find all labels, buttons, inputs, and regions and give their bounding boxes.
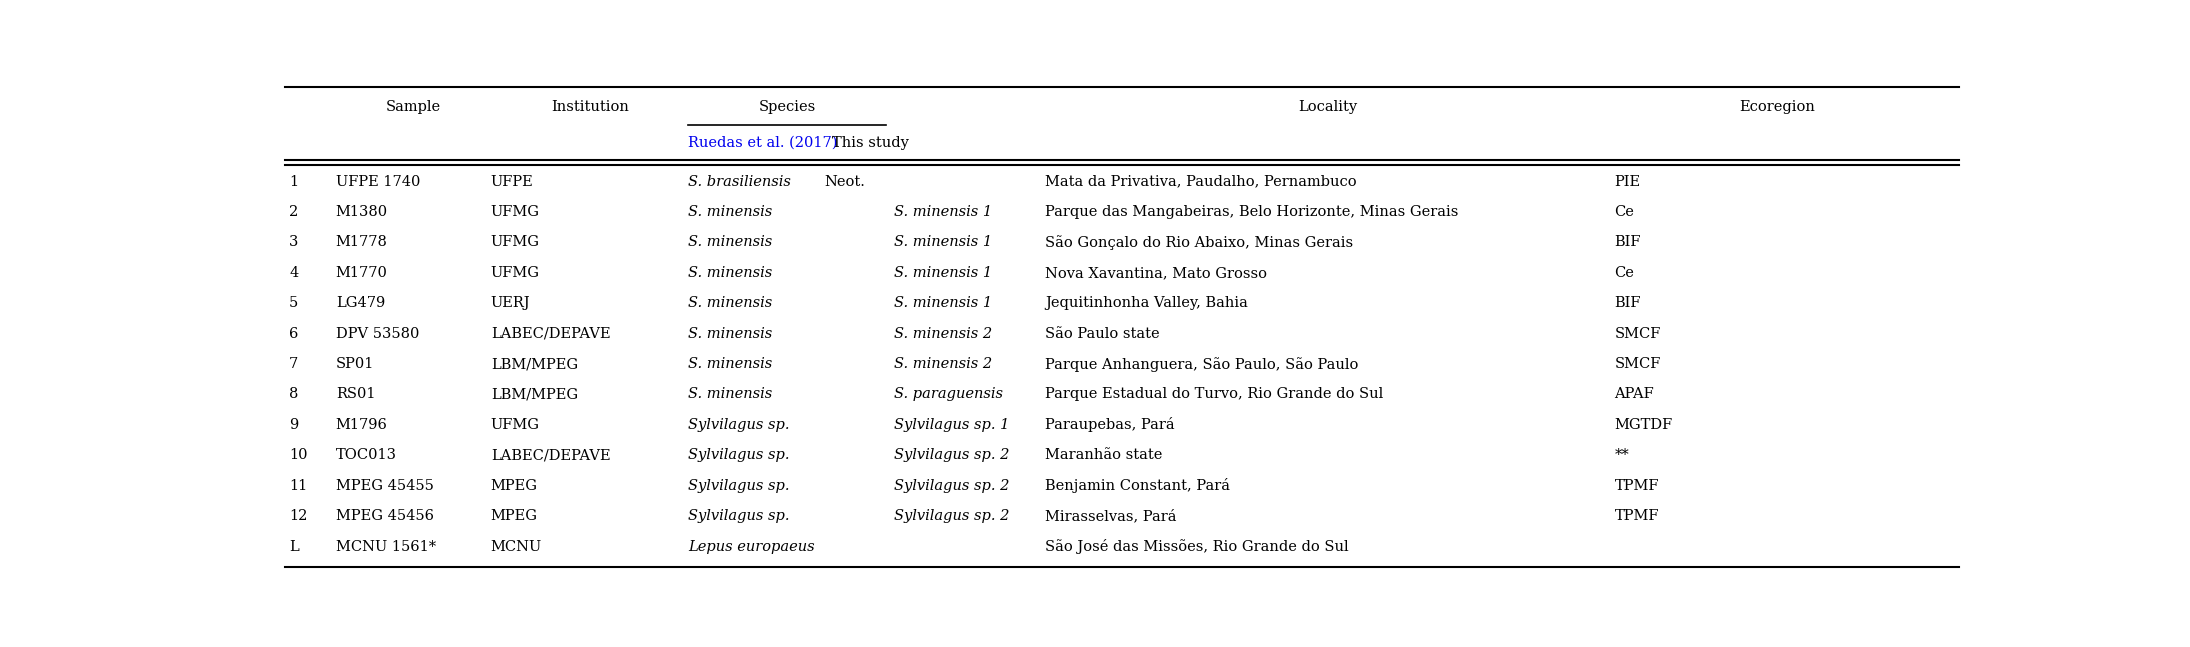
Text: 2: 2 <box>289 205 298 219</box>
Text: 6: 6 <box>289 327 298 341</box>
Text: Parque das Mangabeiras, Belo Horizonte, Minas Gerais: Parque das Mangabeiras, Belo Horizonte, … <box>1045 205 1459 219</box>
Text: DPV 53580: DPV 53580 <box>335 327 418 341</box>
Text: Mirasselvas, Pará: Mirasselvas, Pará <box>1045 509 1176 523</box>
Text: Parque Estadual do Turvo, Rio Grande do Sul: Parque Estadual do Turvo, Rio Grande do … <box>1045 388 1384 402</box>
Text: S. minensis 1: S. minensis 1 <box>894 296 992 311</box>
Text: S. minensis: S. minensis <box>688 205 773 219</box>
Text: São Gonçalo do Rio Abaixo, Minas Gerais: São Gonçalo do Rio Abaixo, Minas Gerais <box>1045 235 1353 250</box>
Text: S. minensis: S. minensis <box>688 266 773 280</box>
Text: LBM/MPEG: LBM/MPEG <box>491 388 578 402</box>
Text: Ruedas et al. (2017): Ruedas et al. (2017) <box>688 136 839 150</box>
Text: S. minensis: S. minensis <box>688 357 773 371</box>
Text: SMCF: SMCF <box>1614 327 1660 341</box>
Text: MGTDF: MGTDF <box>1614 418 1673 432</box>
Text: Sylvilagus sp. 2: Sylvilagus sp. 2 <box>894 509 1010 523</box>
Text: M1770: M1770 <box>335 266 388 280</box>
Text: 1: 1 <box>289 175 298 188</box>
Text: TPMF: TPMF <box>1614 479 1660 493</box>
Text: Ecoregion: Ecoregion <box>1739 100 1816 114</box>
Text: RS01: RS01 <box>335 388 374 402</box>
Text: Ce: Ce <box>1614 266 1634 280</box>
Text: Paraupebas, Pará: Paraupebas, Pará <box>1045 417 1174 432</box>
Text: S. minensis 2: S. minensis 2 <box>894 357 992 371</box>
Text: S. minensis 2: S. minensis 2 <box>894 327 992 341</box>
Text: APAF: APAF <box>1614 388 1653 402</box>
Text: Sylvilagus sp.: Sylvilagus sp. <box>688 448 791 463</box>
Text: SMCF: SMCF <box>1614 357 1660 371</box>
Text: LABEC/DEPAVE: LABEC/DEPAVE <box>491 448 611 463</box>
Text: S. minensis 1: S. minensis 1 <box>894 266 992 280</box>
Text: Neot.: Neot. <box>823 175 865 188</box>
Text: PIE: PIE <box>1614 175 1640 188</box>
Text: Institution: Institution <box>552 100 629 114</box>
Text: São José das Missões, Rio Grande do Sul: São José das Missões, Rio Grande do Sul <box>1045 539 1349 554</box>
Text: Mata da Privativa, Paudalho, Pernambuco: Mata da Privativa, Paudalho, Pernambuco <box>1045 175 1356 188</box>
Text: Sample: Sample <box>385 100 440 114</box>
Text: S. brasiliensis: S. brasiliensis <box>688 175 791 188</box>
Text: 11: 11 <box>289 479 307 493</box>
Text: UFMG: UFMG <box>491 266 539 280</box>
Text: S. minensis: S. minensis <box>688 236 773 250</box>
Text: Jequitinhonha Valley, Bahia: Jequitinhonha Valley, Bahia <box>1045 296 1248 311</box>
Text: LBM/MPEG: LBM/MPEG <box>491 357 578 371</box>
Text: This study: This study <box>832 136 909 150</box>
Text: MPEG: MPEG <box>491 479 539 493</box>
Text: 9: 9 <box>289 418 298 432</box>
Text: 7: 7 <box>289 357 298 371</box>
Text: S. minensis: S. minensis <box>688 388 773 402</box>
Text: MPEG: MPEG <box>491 509 539 523</box>
Text: 4: 4 <box>289 266 298 280</box>
Text: S. minensis: S. minensis <box>688 296 773 311</box>
Text: São Paulo state: São Paulo state <box>1045 327 1159 341</box>
Text: Sylvilagus sp.: Sylvilagus sp. <box>688 418 791 432</box>
Text: Sylvilagus sp. 2: Sylvilagus sp. 2 <box>894 479 1010 493</box>
Text: Maranhão state: Maranhão state <box>1045 448 1163 463</box>
Text: Nova Xavantina, Mato Grosso: Nova Xavantina, Mato Grosso <box>1045 266 1266 280</box>
Text: TOC013: TOC013 <box>335 448 396 463</box>
Text: L: L <box>289 540 300 554</box>
Text: MPEG 45455: MPEG 45455 <box>335 479 434 493</box>
Text: 10: 10 <box>289 448 309 463</box>
Text: M1796: M1796 <box>335 418 388 432</box>
Text: S. paraguensis: S. paraguensis <box>894 388 1003 402</box>
Text: UFPE: UFPE <box>491 175 534 188</box>
Text: Locality: Locality <box>1299 100 1358 114</box>
Text: Sylvilagus sp. 1: Sylvilagus sp. 1 <box>894 418 1010 432</box>
Text: S. minensis: S. minensis <box>688 327 773 341</box>
Text: LABEC/DEPAVE: LABEC/DEPAVE <box>491 327 611 341</box>
Text: M1380: M1380 <box>335 205 388 219</box>
Text: MCNU 1561*: MCNU 1561* <box>335 540 436 554</box>
Text: UFPE 1740: UFPE 1740 <box>335 175 420 188</box>
Text: 5: 5 <box>289 296 298 311</box>
Text: UFMG: UFMG <box>491 236 539 250</box>
Text: 8: 8 <box>289 388 298 402</box>
Text: Parque Anhanguera, São Paulo, São Paulo: Parque Anhanguera, São Paulo, São Paulo <box>1045 356 1358 371</box>
Text: 12: 12 <box>289 509 307 523</box>
Text: UFMG: UFMG <box>491 418 539 432</box>
Text: Sylvilagus sp.: Sylvilagus sp. <box>688 509 791 523</box>
Text: 3: 3 <box>289 236 298 250</box>
Text: SP01: SP01 <box>335 357 374 371</box>
Text: Benjamin Constant, Pará: Benjamin Constant, Pará <box>1045 478 1231 493</box>
Text: Lepus europaeus: Lepus europaeus <box>688 540 815 554</box>
Text: MCNU: MCNU <box>491 540 541 554</box>
Text: S. minensis 1: S. minensis 1 <box>894 205 992 219</box>
Text: Sylvilagus sp.: Sylvilagus sp. <box>688 479 791 493</box>
Text: BIF: BIF <box>1614 296 1640 311</box>
Text: S. minensis 1: S. minensis 1 <box>894 236 992 250</box>
Text: LG479: LG479 <box>335 296 385 311</box>
Text: MPEG 45456: MPEG 45456 <box>335 509 434 523</box>
Text: Ce: Ce <box>1614 205 1634 219</box>
Text: Sylvilagus sp. 2: Sylvilagus sp. 2 <box>894 448 1010 463</box>
Text: M1778: M1778 <box>335 236 388 250</box>
Text: TPMF: TPMF <box>1614 509 1660 523</box>
Text: Species: Species <box>760 100 817 114</box>
Text: UFMG: UFMG <box>491 205 539 219</box>
Text: BIF: BIF <box>1614 236 1640 250</box>
Text: UERJ: UERJ <box>491 296 530 311</box>
Text: **: ** <box>1614 448 1629 463</box>
